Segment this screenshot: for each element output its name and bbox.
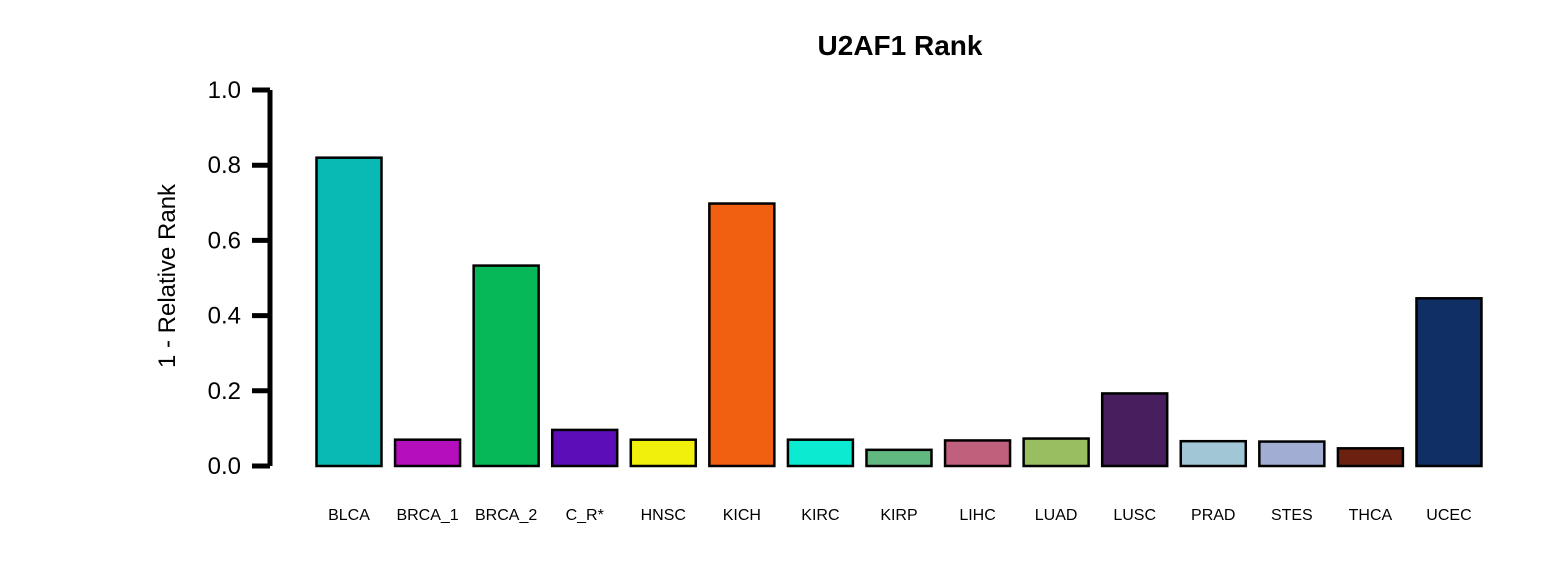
chart-title: U2AF1 Rank [818,30,983,61]
bar-blca [315,156,383,468]
bar-luad [1022,437,1090,468]
x-tick-label: KICH [723,507,761,524]
x-tick-label: LUSC [1113,507,1156,524]
x-tick-label: STES [1271,507,1313,524]
bar-lusc [1100,392,1169,468]
x-tick-label: KIRC [801,507,839,524]
y-tick-label: 1.0 [208,77,241,104]
bar-lihc [943,439,1012,468]
y-axis: 0.0 0.2 0.4 0.6 0.8 1.0 [208,77,273,480]
bar-thca [1336,447,1405,468]
y-tick-label: 0.6 [208,227,241,254]
x-tick-label: C_R* [566,507,604,524]
y-tick-label: 0.2 [208,378,241,405]
x-tick-label: HNSC [641,507,686,524]
bar-stes [1258,440,1326,468]
bar-prad [1179,439,1248,468]
bar-hnsc [629,438,698,468]
x-tick-label: PRAD [1191,507,1235,524]
x-tick-label: THCA [1349,507,1393,524]
y-axis-label: 1 - Relative Rank [154,183,181,368]
x-tick-labels: BLCA BRCA_1 BRCA_2 C_R* HNSC KICH KIRC KIRP LIHC… [328,507,1472,524]
x-tick-label: LIHC [959,507,995,524]
bar-kirc [786,438,855,468]
y-tick-label: 0.4 [208,303,241,330]
x-tick-label: LUAD [1035,507,1078,524]
bar-brca-2 [472,264,540,468]
x-tick-label: BRCA_2 [475,507,537,524]
x-tick-label: BLCA [328,507,370,524]
bar-kirp [865,448,933,468]
x-tick-label: KIRP [880,507,917,524]
bars [315,156,1483,468]
y-tick-label: 0.0 [208,453,241,480]
bar-kich [708,202,776,468]
y-tick-label: 0.8 [208,152,241,179]
bar-c-r [550,428,619,468]
x-tick-label: BRCA_1 [396,507,458,524]
x-tick-label: UCEC [1426,507,1471,524]
bar-ucec [1415,297,1483,468]
bar-brca-1 [393,438,462,468]
